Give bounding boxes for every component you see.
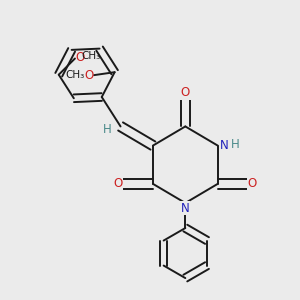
Text: O: O xyxy=(181,86,190,99)
Text: O: O xyxy=(114,177,123,190)
Text: H: H xyxy=(231,138,240,151)
Text: O: O xyxy=(248,177,257,190)
Text: CH₃: CH₃ xyxy=(82,51,101,61)
Text: O: O xyxy=(84,69,93,82)
Text: N: N xyxy=(181,202,190,215)
Text: O: O xyxy=(76,50,85,64)
Text: CH₃: CH₃ xyxy=(65,70,85,80)
Text: N: N xyxy=(220,139,229,152)
Text: H: H xyxy=(103,123,112,136)
